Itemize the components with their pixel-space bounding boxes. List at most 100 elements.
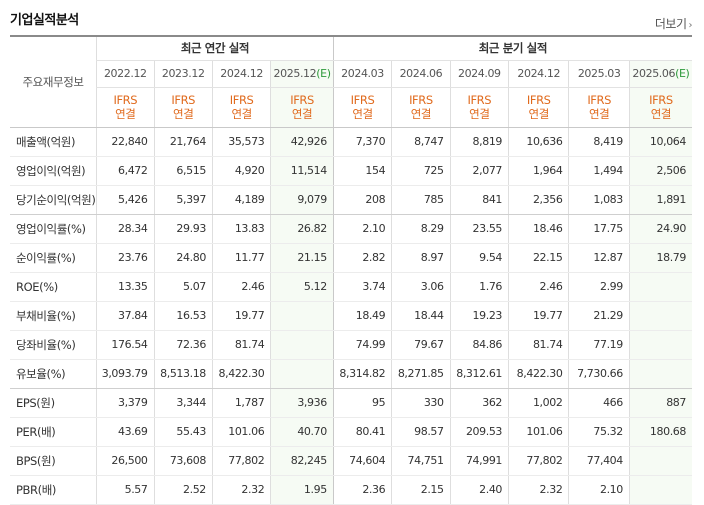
table-cell: 8,419 — [568, 127, 630, 157]
table-cell: 1,787 — [211, 388, 271, 418]
financial-summary-table: 주요재무정보 최근 연간 실적 최근 분기 실적 2022.12 2023.12 2… — [10, 35, 692, 505]
table-cell: 26.82 — [270, 214, 334, 244]
table-cell: 75.32 — [568, 417, 630, 447]
row-label: ROE(%) — [10, 272, 97, 302]
table-cell — [270, 330, 334, 360]
table-cell: 3,379 — [96, 388, 155, 418]
table-cell: 18.46 — [508, 214, 569, 244]
table-cell: 208 — [332, 185, 392, 215]
row-label: 영업이익률(%) — [10, 214, 97, 244]
table-cell: 7,370 — [332, 127, 392, 157]
table-cell: 1,891 — [628, 185, 692, 215]
row-label: PER(배) — [10, 417, 97, 447]
table-cell: 23.76 — [96, 243, 155, 273]
ifrs-header: IFRS 연결 — [508, 87, 569, 128]
period-header: 2024.09 — [449, 60, 509, 88]
table-cell: 13.83 — [211, 214, 271, 244]
table-cell — [270, 359, 334, 389]
more-label[interactable]: 더보기 — [654, 17, 687, 31]
consolidated-label: 연결 — [410, 107, 432, 121]
header-year-row: 2022.12 2023.12 2024.12 2025.12(E) 2024.03 20… — [10, 60, 692, 88]
table-cell: 23.55 — [449, 214, 509, 244]
table-cell: 40.70 — [270, 417, 334, 447]
table-cell: 1.95 — [270, 475, 334, 505]
table-cell: 2.82 — [332, 243, 392, 273]
table-cell: 18.79 — [628, 243, 692, 273]
row-label: 당좌비율(%) — [10, 330, 97, 360]
table-cell: 81.74 — [211, 330, 271, 360]
consolidated-label: 연결 — [173, 107, 194, 121]
consolidated-label: 연결 — [352, 107, 373, 121]
table-cell: 26,500 — [96, 446, 155, 476]
period-label: 2024.06 — [399, 67, 443, 80]
table-row: PER(배) 43.69 55.43 101.06 40.70 80.41 98.57 209… — [10, 417, 692, 447]
table-cell: 2.32 — [508, 475, 569, 505]
table-cell: 362 — [449, 388, 509, 418]
table-row: 당좌비율(%) 176.54 72.36 81.74 74.99 79.67 84.86 81… — [10, 330, 692, 360]
table-cell: 5.57 — [96, 475, 155, 505]
row-label: PBR(배) — [10, 475, 97, 505]
table-cell: 42,926 — [270, 127, 334, 157]
row-label: 순이익률(%) — [10, 243, 97, 273]
table-cell: 2.10 — [568, 475, 630, 505]
table-cell: 2.52 — [153, 475, 213, 505]
table-body: 매출액(억원) 22,840 21,764 35,573 42,926 7,370 8,74… — [10, 127, 692, 505]
table-cell: 2.46 — [211, 272, 271, 302]
row-label: 유보율(%) — [10, 359, 97, 389]
table-cell: 8,513.18 — [153, 359, 213, 389]
estimate-mark: (E) — [316, 67, 331, 80]
more-link[interactable]: 더보기 › — [654, 15, 693, 32]
consolidated-label: 연결 — [528, 107, 550, 121]
table-cell: 12.87 — [568, 243, 630, 273]
table-row: 매출액(억원) 22,840 21,764 35,573 42,926 7,370 8,74… — [10, 127, 692, 157]
ifrs-label: IFRS — [409, 93, 433, 107]
table-cell: 2.99 — [568, 272, 630, 302]
table-cell: 330 — [391, 388, 451, 418]
table-cell: 19.23 — [449, 301, 509, 331]
table-cell: 22.15 — [508, 243, 569, 273]
table-cell: 7,730.66 — [568, 359, 630, 389]
ifrs-label: IFRS — [467, 93, 492, 107]
table-row: 영업이익(억원) 6,472 6,515 4,920 11,514 154 725 2,077… — [10, 156, 692, 186]
table-row: 유보율(%) 3,093.79 8,513.18 8,422.30 8,314.82 8,… — [10, 359, 692, 389]
ifrs-label: IFRS — [229, 93, 254, 107]
period-header: 2024.12 — [508, 60, 569, 88]
period-label: 2025.06 — [632, 67, 676, 80]
consolidated-label: 연결 — [231, 107, 252, 121]
table-cell — [628, 330, 692, 360]
table-cell: 2.40 — [449, 475, 509, 505]
table-row: 당기순이익(억원) 5,426 5,397 4,189 9,079 208 785 841 2,… — [10, 185, 692, 215]
table-cell: 11.77 — [211, 243, 271, 273]
period-header: 2023.12 — [153, 60, 213, 88]
table-cell: 74,604 — [332, 446, 392, 476]
table-cell: 8,312.61 — [449, 359, 509, 389]
table-cell: 79.67 — [391, 330, 451, 360]
header-ifrs-row: IFRS 연결 IFRS 연결 IFRS 연결 IFRS 연결 IFRS 연결 IFRS 연결 IFRS… — [10, 87, 692, 128]
row-label: 영업이익(억원) — [10, 156, 97, 186]
table-cell: 1,964 — [508, 156, 569, 186]
table-cell: 5.07 — [153, 272, 213, 302]
table-cell: 8,747 — [391, 127, 451, 157]
table-cell: 4,189 — [211, 185, 271, 215]
table-cell: 2,077 — [449, 156, 509, 186]
table-cell: 3,936 — [270, 388, 334, 418]
table-cell — [628, 446, 692, 476]
table-cell: 21,764 — [153, 127, 213, 157]
ifrs-header: IFRS 연결 — [449, 87, 509, 128]
table-cell — [628, 301, 692, 331]
table-cell: 37.84 — [96, 301, 155, 331]
table-cell: 80.41 — [332, 417, 392, 447]
ifrs-header: IFRS 연결 — [153, 87, 213, 128]
table-row: ROE(%) 13.35 5.07 2.46 5.12 3.74 3.06 1.76 2.46 2… — [10, 272, 692, 302]
table-cell: 21.15 — [270, 243, 334, 273]
row-label: EPS(원) — [10, 388, 97, 418]
table-cell: 154 — [332, 156, 392, 186]
period-label: 2024.12 — [517, 67, 561, 80]
table-cell: 2.36 — [332, 475, 392, 505]
table-cell: 21.29 — [568, 301, 630, 331]
table-cell: 180.68 — [628, 417, 692, 447]
table-cell: 101.06 — [508, 417, 569, 447]
period-label: 2023.12 — [161, 67, 205, 80]
ifrs-header: IFRS 연결 — [332, 87, 392, 128]
ifrs-header: IFRS 연결 — [211, 87, 271, 128]
